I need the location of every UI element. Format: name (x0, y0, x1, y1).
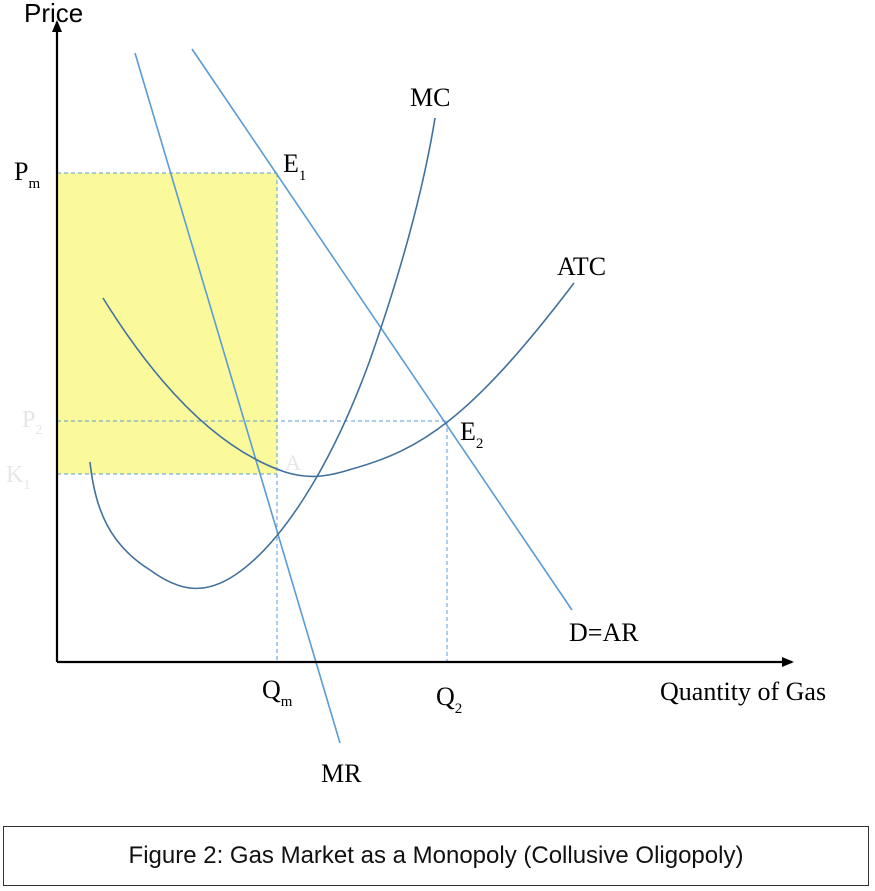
a-label: A (285, 450, 301, 475)
profit-area (57, 173, 277, 474)
monopoly-diagram: Price Quantity of Gas MC ATC D=AR MR E1 … (6, 0, 826, 788)
qm-label: Qm (262, 675, 293, 710)
e2-label: E2 (460, 417, 483, 452)
p2-label: P2 (22, 407, 42, 438)
q2-label: Q2 (436, 682, 462, 717)
figure-caption-box: Figure 2: Gas Market as a Monopoly (Coll… (3, 826, 869, 886)
guide-lines (57, 172, 448, 662)
demand-curve (191, 48, 573, 611)
x-axis-label: Quantity of Gas (660, 677, 826, 706)
mc-label: MC (410, 83, 450, 112)
figure-caption: Figure 2: Gas Market as a Monopoly (Coll… (128, 842, 744, 869)
k1-label: K1 (6, 462, 30, 493)
e1-label: E1 (283, 149, 306, 184)
pm-label: Pm (14, 157, 40, 192)
y-axis-label: Price (24, 0, 83, 28)
atc-curve (102, 282, 575, 478)
mr-curve (134, 52, 341, 744)
mc-curve (89, 117, 436, 590)
atc-label: ATC (557, 252, 606, 281)
mr-label: MR (321, 759, 362, 788)
demand-label: D=AR (569, 618, 639, 647)
